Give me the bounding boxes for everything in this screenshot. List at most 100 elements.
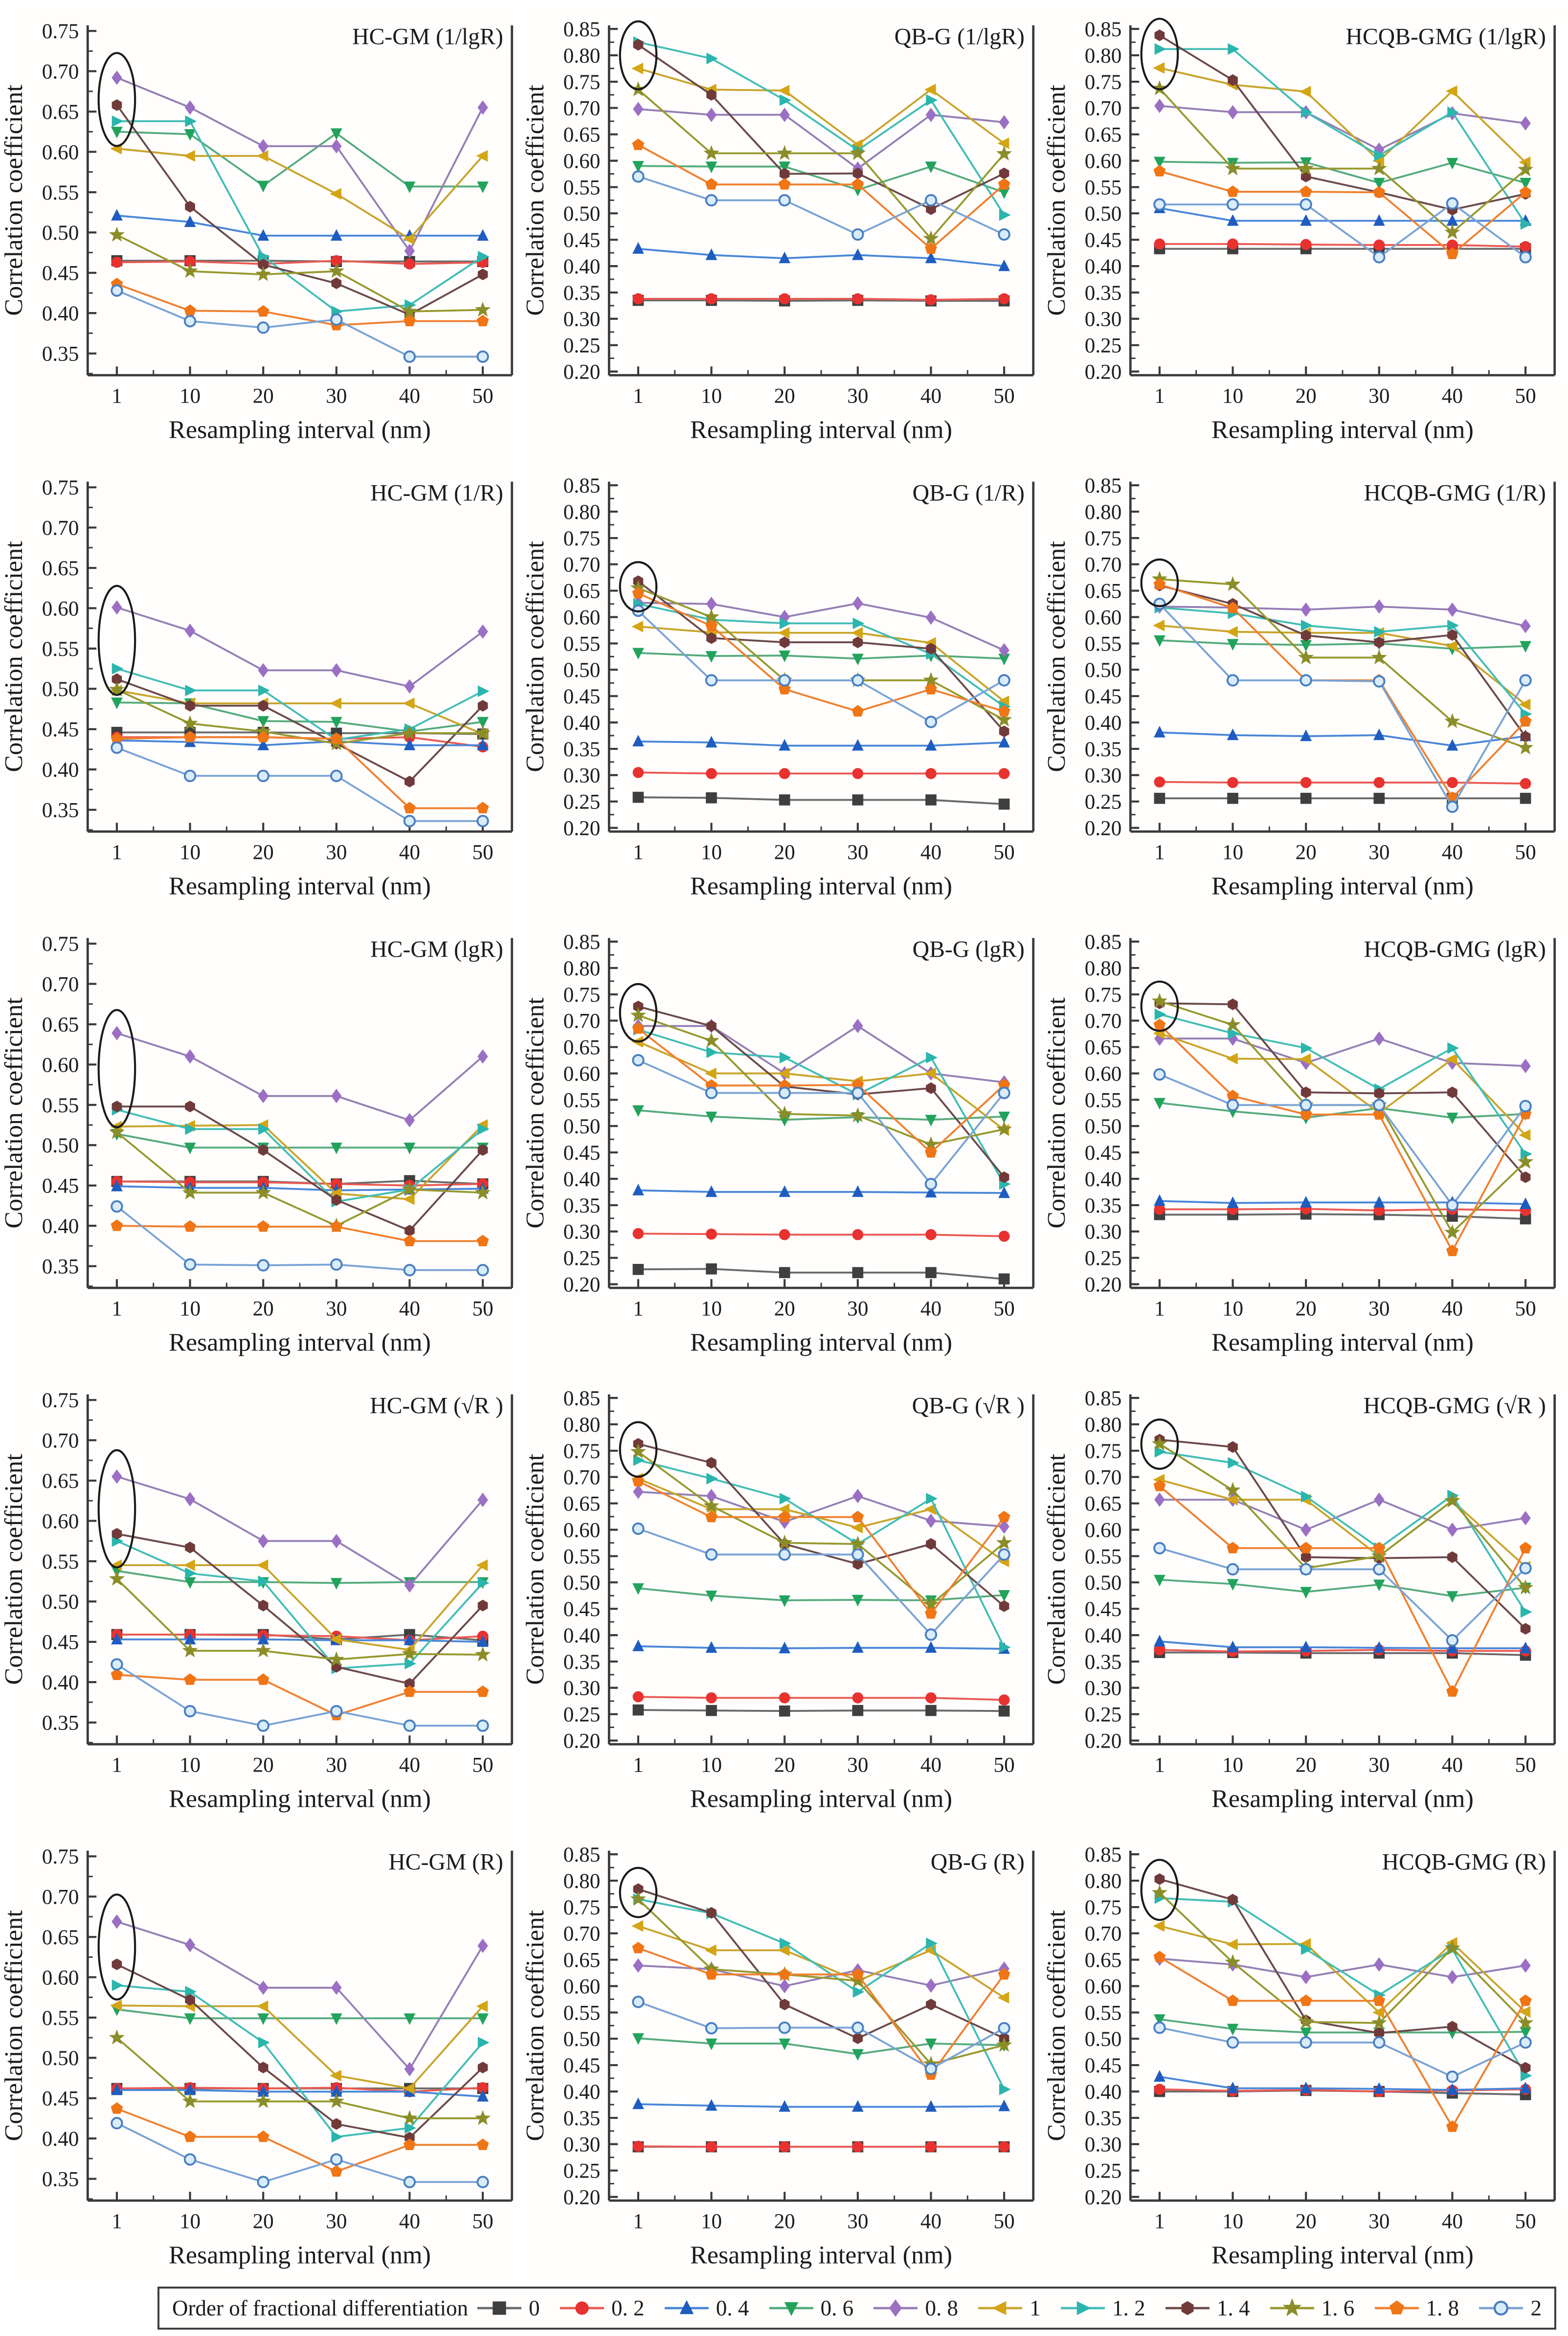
chart-background: [1046, 1371, 1565, 1827]
legend-marker-1.2: [1061, 2301, 1105, 2315]
svg-text:0.70: 0.70: [563, 97, 601, 120]
chart-background: [524, 2, 1044, 458]
svg-text:20: 20: [253, 2210, 274, 2233]
svg-text:0.75: 0.75: [563, 70, 601, 94]
svg-text:50: 50: [1515, 2210, 1536, 2233]
chart-background: [3, 458, 522, 915]
svg-text:1: 1: [112, 1297, 122, 1321]
svg-text:0.80: 0.80: [563, 1869, 601, 1893]
series-1: [110, 143, 488, 245]
svg-text:10: 10: [1222, 841, 1243, 864]
series-1.8: [111, 1219, 489, 1247]
svg-text:0.55: 0.55: [1085, 176, 1122, 199]
y-axis-ticks: 0.200.250.300.350.400.450.500.550.600.65…: [1085, 1843, 1140, 2209]
svg-text:0.80: 0.80: [1085, 500, 1122, 524]
svg-text:0.65: 0.65: [1085, 580, 1122, 603]
svg-text:20: 20: [1296, 2210, 1317, 2233]
svg-text:0.85: 0.85: [563, 1843, 601, 1866]
axes: [1129, 1850, 1556, 2202]
series-1.4: [112, 1101, 488, 1236]
y-axis-ticks: 0.200.250.300.350.400.450.500.550.600.65…: [1085, 474, 1140, 840]
svg-text:1: 1: [633, 1297, 644, 1321]
series-0.6: [111, 127, 489, 193]
chart-qb-g-r: 0.20 0.25 0.30 0.35 0.40 0.45 0.50 0.55 0.60 0.65…: [521, 1827, 1045, 2284]
svg-text:0.80: 0.80: [563, 44, 601, 67]
series-1.6: [109, 226, 491, 318]
series-0: [632, 1263, 1010, 1285]
annotation-ellipse: [619, 1866, 658, 1918]
svg-text:0.40: 0.40: [563, 711, 601, 735]
chart-svg: 0.20 0.25 0.30 0.35 0.40 0.45 0.50 0.55 0.60 0.65…: [1043, 458, 1565, 915]
annotation-ellipse: [1140, 1859, 1179, 1921]
legend: Order of fractional differentiation 0 0. …: [157, 2287, 1556, 2330]
chart-svg: 0.35 0.40 0.45 0.50 0.55 0.60 0.65 0.70 0.75 1 10 2…: [0, 1827, 522, 2284]
svg-text:0.65: 0.65: [563, 1036, 601, 1059]
y-axis-label: Correlation coefficient: [2, 1454, 28, 1685]
annotation-ellipse: [1140, 558, 1179, 607]
svg-text:1: 1: [633, 1753, 644, 1777]
series-0.4: [632, 242, 1010, 271]
series-1.2: [1154, 1009, 1532, 1160]
series-2: [111, 284, 489, 363]
svg-text:0.75: 0.75: [1085, 1439, 1122, 1463]
chart-title: HCQB-GMG (√R ): [1364, 1393, 1546, 1418]
svg-text:0.45: 0.45: [563, 685, 601, 708]
legend-marker-0: [477, 2301, 522, 2315]
svg-text:30: 30: [326, 2210, 347, 2233]
series-0: [632, 1704, 1010, 1717]
axes: [86, 1394, 514, 1746]
svg-text:40: 40: [920, 1297, 941, 1321]
svg-text:0.70: 0.70: [563, 1466, 601, 1489]
svg-text:0.50: 0.50: [42, 2046, 79, 2070]
series-0.2: [632, 767, 1010, 779]
series-1.4: [112, 1527, 488, 1690]
svg-text:0.55: 0.55: [1085, 1088, 1122, 1112]
x-axis-ticks: 1 10 20 30 40 50: [633, 823, 1015, 864]
y-axis-label: Correlation coefficient: [1045, 1454, 1071, 1685]
svg-text:50: 50: [1515, 1297, 1536, 1321]
series-1.8: [111, 731, 489, 813]
svg-text:0.60: 0.60: [563, 606, 601, 629]
legend-item-label: 1: [1030, 2296, 1041, 2320]
axes: [86, 938, 514, 1289]
svg-text:30: 30: [1368, 841, 1389, 864]
x-axis-ticks: 1 10 20 30 40 50: [633, 2192, 1015, 2233]
svg-text:0.45: 0.45: [1085, 2054, 1122, 2077]
svg-text:50: 50: [1515, 841, 1536, 864]
legend-marker-1: [978, 2301, 1023, 2315]
svg-text:50: 50: [993, 384, 1014, 408]
series-1.8: [632, 587, 1010, 717]
svg-text:0.65: 0.65: [42, 1469, 79, 1493]
legend-item-label: 1. 2: [1112, 2296, 1145, 2320]
chart-qb-g-1-lgr: 0.20 0.25 0.30 0.35 0.40 0.45 0.50 0.55 0.60 0.65…: [521, 2, 1045, 458]
svg-text:0.65: 0.65: [1085, 1492, 1122, 1516]
svg-text:0.45: 0.45: [1085, 228, 1122, 252]
svg-text:0.20: 0.20: [563, 360, 601, 384]
svg-text:0.45: 0.45: [1085, 1141, 1122, 1165]
chart-hcqb-gmg-sqrt-r: 0.20 0.25 0.30 0.35 0.40 0.45 0.50 0.55 0.60 0.65…: [1043, 1371, 1566, 1827]
svg-text:40: 40: [399, 1753, 420, 1777]
svg-text:0.40: 0.40: [42, 1214, 79, 1238]
svg-text:50: 50: [993, 1297, 1014, 1321]
x-axis-label: Resampling interval (nm): [690, 1328, 952, 1356]
svg-text:10: 10: [179, 1753, 201, 1777]
series-2: [1153, 2022, 1532, 2083]
svg-text:0.80: 0.80: [1085, 957, 1122, 980]
chart-svg: 0.35 0.40 0.45 0.50 0.55 0.60 0.65 0.70 0.75 1 10 2…: [0, 1371, 522, 1827]
annotation-ellipse: [97, 1009, 136, 1128]
y-axis-label: Correlation coefficient: [523, 1454, 549, 1685]
legend-marker-0.8: [874, 2299, 918, 2317]
svg-text:0.55: 0.55: [563, 632, 601, 655]
chart-qb-g-lgr: 0.20 0.25 0.30 0.35 0.40 0.45 0.50 0.55 0.60 0.65…: [521, 915, 1045, 1371]
x-axis-ticks: 1 10 20 30 40 50: [112, 1735, 493, 1777]
y-axis-ticks: 0.35 0.40 0.45 0.50 0.55 0.60 0.65 0.70 0.75: [42, 932, 97, 1287]
svg-text:0.50: 0.50: [1085, 658, 1122, 682]
svg-text:1: 1: [112, 2210, 122, 2233]
series-2: [632, 170, 1010, 241]
series-1.8: [632, 1475, 1010, 1619]
svg-text:0.50: 0.50: [42, 1134, 79, 1157]
series-2: [1153, 1542, 1532, 1647]
svg-text:0.35: 0.35: [563, 1194, 601, 1217]
svg-text:40: 40: [399, 1297, 420, 1321]
chart-background: [524, 915, 1044, 1371]
